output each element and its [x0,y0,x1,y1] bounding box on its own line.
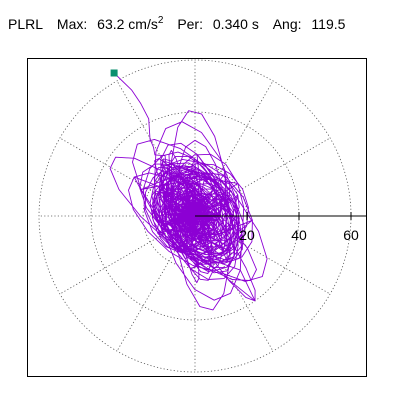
particle-motion-trace [109,72,268,311]
angle-value: 119.5 [311,16,346,32]
grid-spoke [116,80,196,217]
max-value: 63.2 cm/s [97,16,158,32]
period-value: 0.340 s [212,16,259,32]
grid-spoke [194,80,274,217]
max-unit-exponent: 2 [157,15,164,26]
radial-tick-label: 40 [291,227,307,243]
period-label: Per: [177,16,203,32]
station-code: PLRL [8,16,44,32]
grid-spoke [59,215,196,295]
grid-spoke [59,137,196,217]
radial-tick-label: 20 [239,227,255,243]
max-label: Max: [56,16,88,32]
grid-spoke [116,215,196,352]
grid-spoke [194,215,274,352]
angle-label: Ang: [272,16,302,32]
grid-spoke [194,215,331,295]
grid-spoke [194,137,331,217]
radial-tick-label: 60 [343,227,359,243]
max-point-marker [110,69,118,77]
particle-motion-path [109,72,268,311]
plot-frame [27,58,367,377]
radial-axis: 20 40 60 [195,212,366,243]
plot-header: PLRL Max: 63.2 cm/s2 Per: 0.340 s Ang: 1… [8,12,345,33]
